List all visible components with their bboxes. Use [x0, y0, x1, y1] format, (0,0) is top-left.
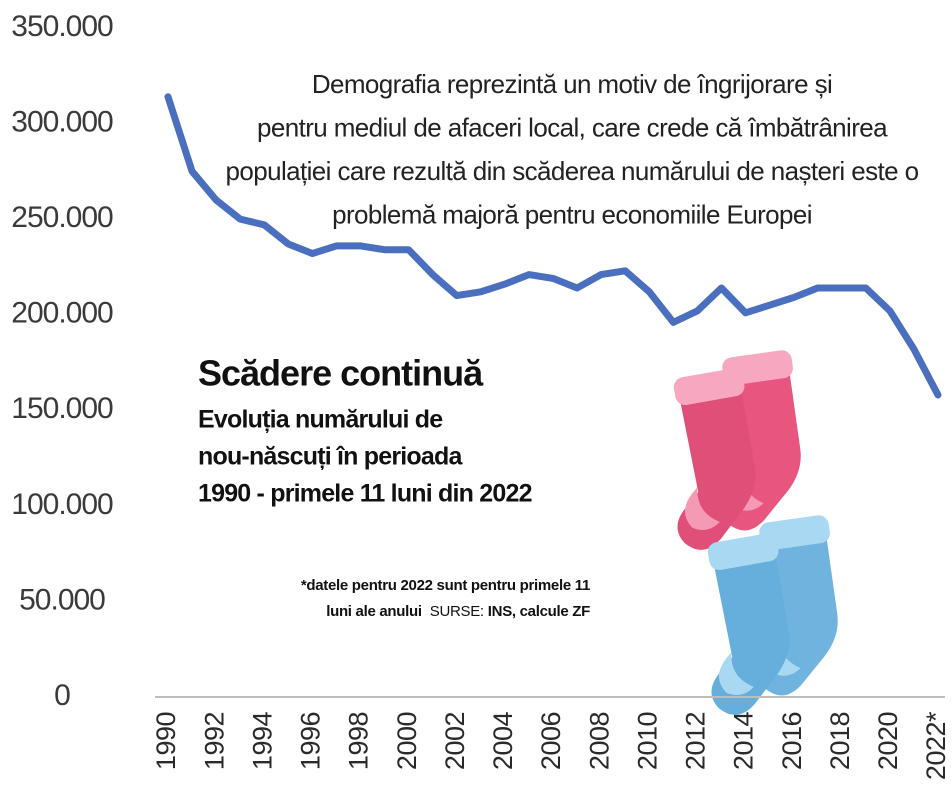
subtitle: Evoluția numărului de: [198, 406, 443, 434]
y-tick-label: 300.000: [11, 105, 113, 138]
chart: 0 50.000 100.000 150.000 200.000 250.000 300.0…: [0, 0, 952, 809]
annotation: Demografia reprezintă un motiv de îngrij…: [312, 69, 832, 99]
y-tick-label: 150.000: [11, 392, 113, 425]
x-tick-label: 1998: [344, 712, 374, 770]
y-tick-label: 350.000: [11, 10, 113, 43]
x-tick-label: 2006: [536, 712, 566, 770]
note: luni ale anului SURSE:INS, calcule ZF: [326, 603, 590, 620]
y-tick-label: 0: [54, 679, 70, 712]
x-tick-label: 1992: [199, 712, 229, 770]
title: Scădere continuă: [198, 353, 484, 394]
x-tick-label: 2014: [729, 712, 759, 771]
y-tick-label: 250.000: [11, 201, 113, 234]
x-tick-label: 2008: [584, 712, 614, 770]
x-tick-label: 2010: [632, 712, 662, 770]
x-tick-label: 1994: [247, 712, 277, 771]
annotation: problemă majoră pentru economiile Europe…: [332, 199, 812, 229]
x-tick-label: 2016: [777, 712, 807, 770]
x-tick-label: 1996: [296, 712, 326, 770]
note-part: luni ale anului: [326, 603, 422, 620]
x-tick-label: 1990: [151, 712, 181, 770]
subtitle: nou-născuți în perioada: [198, 443, 463, 471]
annotation: populației care rezultă din scăderea num…: [226, 156, 919, 186]
x-tick-label: 2012: [681, 712, 711, 770]
x-tick-label: 2000: [392, 712, 422, 770]
y-tick-label: 200.000: [11, 297, 113, 330]
x-tick-label: 2018: [825, 712, 855, 770]
x-tick-label: 2004: [488, 712, 518, 771]
y-tick-label: 50.000: [19, 583, 105, 616]
y-tick-label: 100.000: [11, 488, 113, 521]
x-tick-label: 2022*: [921, 711, 951, 780]
x-tick-label: 2020: [873, 712, 903, 770]
x-tick-label: 2002: [440, 712, 470, 770]
annotation: pentru mediul de afaceri local, care cre…: [257, 112, 888, 142]
subtitle: 1990 - primele 11 luni din 2022: [198, 480, 532, 508]
note-part: SURSE:: [430, 603, 484, 620]
note: *datele pentru 2022 sunt pentru primele …: [301, 577, 590, 594]
note-part: INS, calcule ZF: [488, 603, 590, 620]
